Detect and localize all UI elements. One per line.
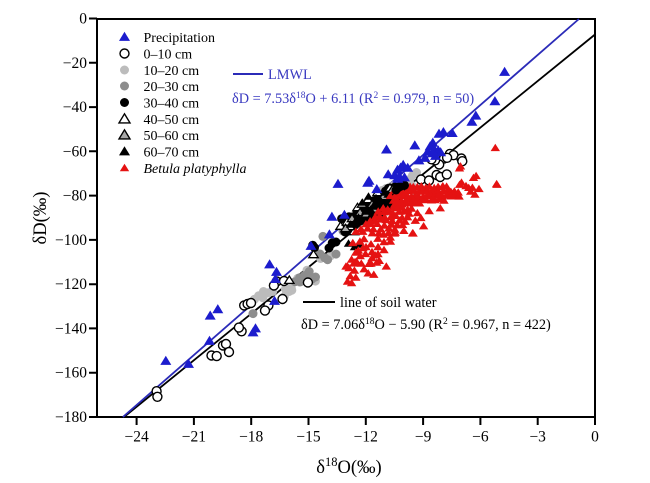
svg-text:δD = 7.53δ18O + 6.11 (R2 = 0.9: δD = 7.53δ18O + 6.11 (R2 = 0.979, n = 50… [232,91,474,107]
svg-text:−9: −9 [415,429,432,446]
svg-text:Precipitation: Precipitation [144,31,216,46]
svg-text:−24: −24 [124,429,148,446]
svg-text:−3: −3 [529,429,546,446]
svg-text:−18: −18 [239,429,263,446]
svg-text:−15: −15 [296,429,320,446]
svg-text:30–40 cm: 30–40 cm [144,97,200,112]
svg-text:−180: −180 [55,409,87,426]
svg-text:−140: −140 [55,320,87,337]
svg-text:−21: −21 [182,429,206,446]
svg-text:−80: −80 [63,188,87,205]
svg-text:0: 0 [79,11,87,28]
svg-text:Betula platyphylla: Betula platyphylla [144,162,247,177]
svg-text:20–30 cm: 20–30 cm [144,80,200,95]
svg-text:60–70 cm: 60–70 cm [144,146,200,161]
svg-text:−100: −100 [55,232,87,249]
svg-text:−160: −160 [55,365,87,382]
svg-text:0–10 cm: 0–10 cm [144,48,193,63]
svg-text:δD(‰): δD(‰) [31,192,51,245]
svg-text:−6: −6 [472,429,489,446]
svg-text:−40: −40 [63,99,87,116]
svg-text:−20: −20 [63,55,87,72]
svg-text:LMWL: LMWL [268,67,312,83]
svg-text:50–60 cm: 50–60 cm [144,129,200,144]
svg-text:−60: −60 [63,143,87,160]
svg-text:line of soil water: line of soil water [340,295,437,311]
svg-text:−120: −120 [55,276,87,293]
svg-text:40–50 cm: 40–50 cm [144,113,200,128]
svg-text:δD = 7.06δ18O − 5.90 (R2 = 0.9: δD = 7.06δ18O − 5.90 (R2 = 0.967, n = 42… [301,317,551,333]
svg-text:−12: −12 [354,429,378,446]
svg-text:0: 0 [591,429,599,446]
svg-text:10–20 cm: 10–20 cm [144,64,200,79]
